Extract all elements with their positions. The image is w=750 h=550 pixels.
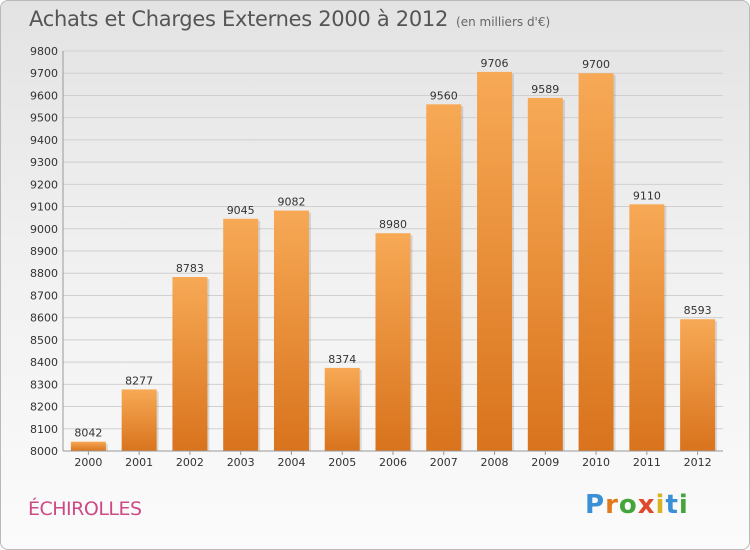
x-tick-label: 2009: [531, 456, 559, 469]
bar-2007: [426, 104, 462, 451]
data-label: 9589: [531, 83, 559, 96]
x-tick-label: 2007: [430, 456, 458, 469]
data-label: 8042: [74, 427, 102, 440]
bar-2004: [273, 210, 309, 451]
y-tick-label: 8700: [30, 289, 58, 302]
y-tick-label: 9200: [30, 178, 58, 191]
bar-2011: [629, 204, 665, 451]
x-tick-label: 2003: [227, 456, 255, 469]
x-tick-label: 2008: [481, 456, 509, 469]
chart-title: Achats et Charges Externes 2000 à 2012 (e…: [29, 7, 550, 31]
bar-2001: [121, 389, 157, 451]
x-tick-label: 2001: [125, 456, 153, 469]
data-label: 8980: [379, 218, 407, 231]
bars: 8042 8277 8783 9045 9082 8374 8980 9560 9706 9589…: [70, 57, 718, 451]
bar-2002: [172, 277, 208, 451]
y-tick-label: 9100: [30, 201, 58, 214]
x-tick-label: 2012: [684, 456, 712, 469]
y-tick-label: 8000: [30, 445, 58, 458]
data-label: 9560: [430, 89, 458, 102]
bar-2008: [477, 71, 513, 451]
data-label: 9082: [277, 196, 305, 209]
proxiti-logo[interactable]: Proxiti: [585, 490, 689, 520]
data-label: 8783: [176, 262, 204, 275]
bar-2006: [375, 233, 411, 451]
y-tick-label: 9700: [30, 67, 58, 80]
x-tick-label: 2004: [277, 456, 305, 469]
data-label: 9700: [582, 58, 610, 71]
bar-2000: [70, 441, 106, 451]
chart-subtitle: (en milliers d'€): [456, 15, 551, 29]
y-tick-label: 8100: [30, 423, 58, 436]
x-tick-label: 2000: [74, 456, 102, 469]
y-tick-label: 8200: [30, 401, 58, 414]
y-tick-label: 8800: [30, 267, 58, 280]
data-label: 9706: [481, 57, 509, 70]
y-tick-label: 9500: [30, 112, 58, 125]
bar-2010: [578, 73, 614, 451]
x-tick-label: 2006: [379, 456, 407, 469]
x-tick-label: 2005: [328, 456, 356, 469]
y-tick-label: 8400: [30, 356, 58, 369]
data-label: 9045: [227, 204, 255, 217]
y-tick-label: 9800: [30, 45, 58, 58]
data-label: 9110: [633, 189, 661, 202]
y-tick-label: 9000: [30, 223, 58, 236]
data-label: 8374: [328, 353, 356, 366]
chart-title-text: Achats et Charges Externes 2000 à 2012: [29, 7, 449, 31]
y-tick-label: 8600: [30, 312, 58, 325]
bar-2005: [324, 367, 360, 451]
x-tick-label: 2011: [633, 456, 661, 469]
y-tick-label: 9400: [30, 134, 58, 147]
y-tick-label: 9300: [30, 156, 58, 169]
bar-2003: [223, 218, 259, 451]
data-label: 8277: [125, 374, 153, 387]
y-tick-label: 9600: [30, 89, 58, 102]
axes: 8000 8100 8200 8300 8400 8500 8600 8700 8800 8900…: [30, 45, 723, 469]
y-tick-label: 8900: [30, 245, 58, 258]
y-tick-label: 8300: [30, 378, 58, 391]
y-tick-label: 8500: [30, 334, 58, 347]
x-tick-label: 2002: [176, 456, 204, 469]
data-label: 8593: [684, 304, 712, 317]
city-name: ÉCHIROLLES: [28, 498, 142, 520]
bar-2009: [527, 97, 563, 451]
x-tick-label: 2010: [582, 456, 610, 469]
bar-2012: [680, 319, 716, 451]
